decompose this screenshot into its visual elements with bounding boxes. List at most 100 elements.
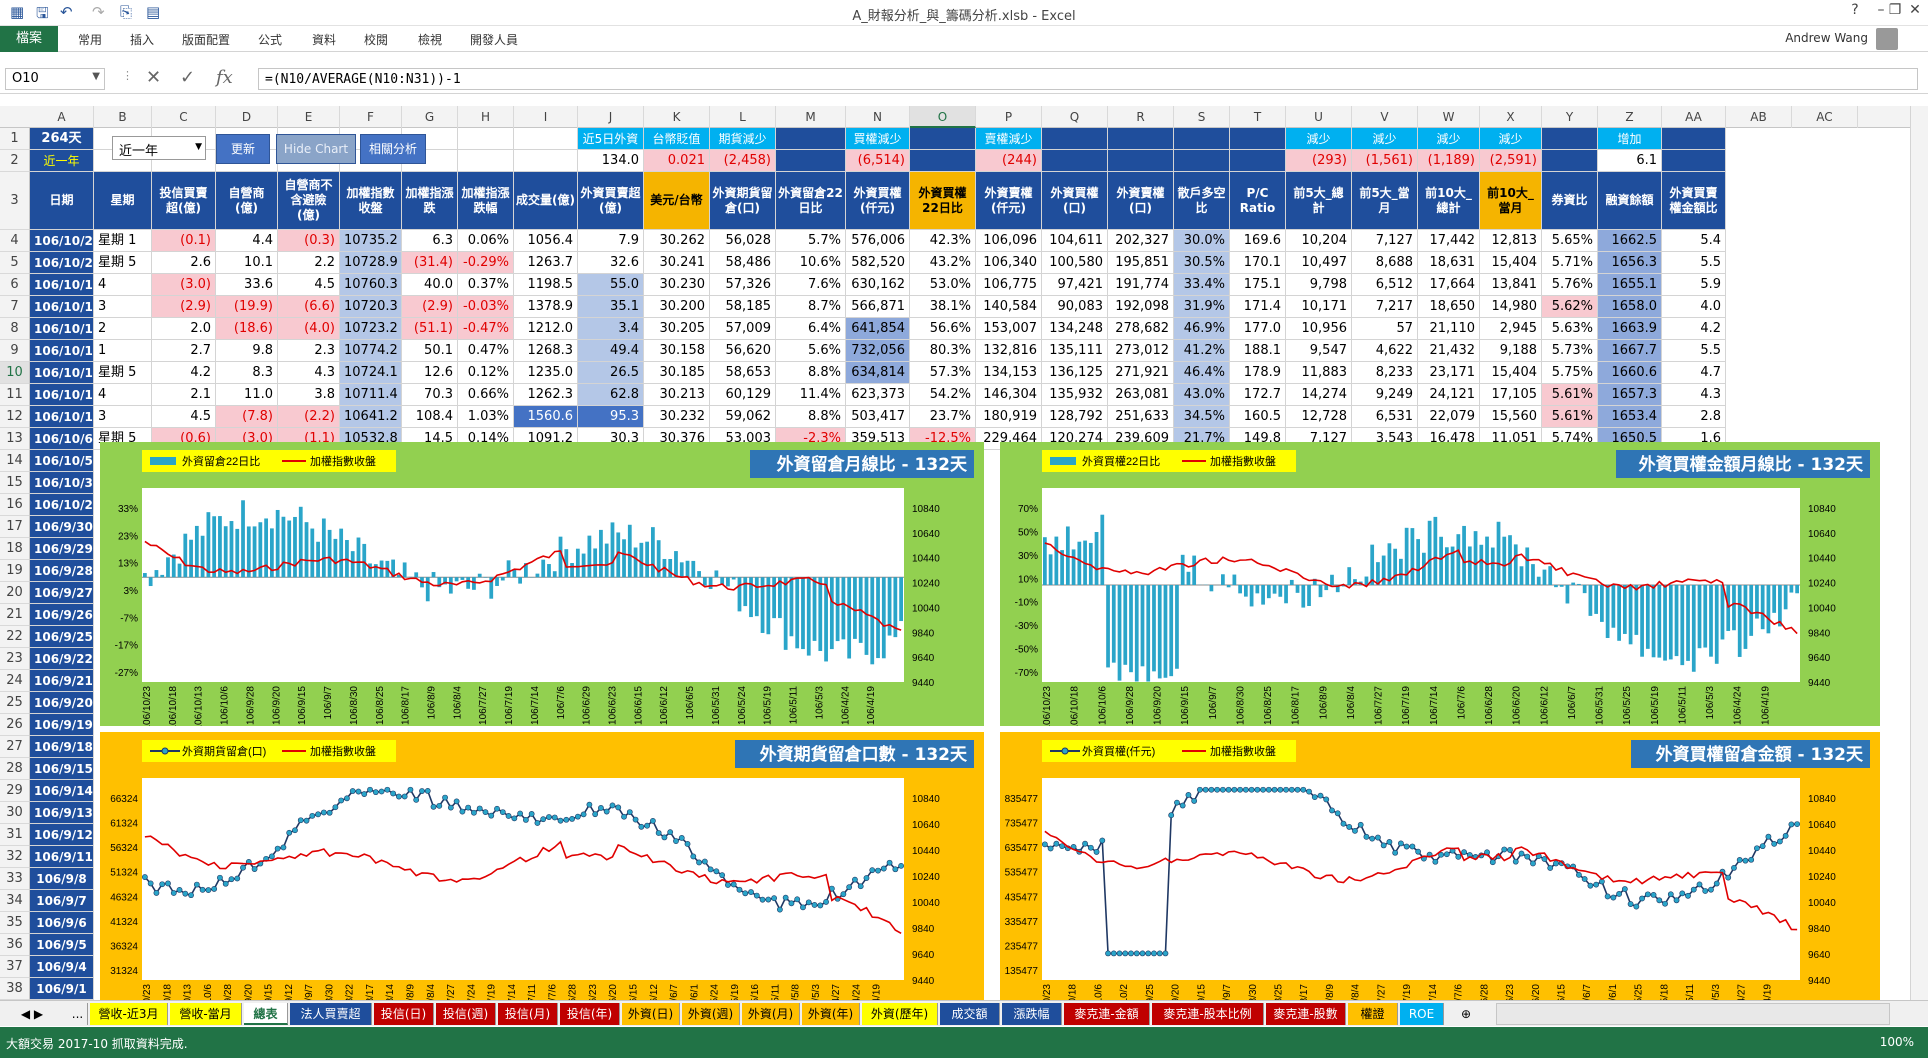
cell-o2[interactable] <box>910 150 976 172</box>
cell-r5[interactable]: 195,851 <box>1108 252 1174 274</box>
cell-a26[interactable]: 106/9/19 <box>30 714 94 736</box>
row-header-5[interactable]: 5 <box>0 252 30 274</box>
column-header-m[interactable]: M <box>776 106 846 128</box>
tab-view[interactable]: 檢視 <box>418 33 443 47</box>
cell-n12[interactable]: 503,417 <box>846 406 910 428</box>
cell-g8[interactable]: (51.1) <box>402 318 458 340</box>
cell-g6[interactable]: 40.0 <box>402 274 458 296</box>
cell-n8[interactable]: 641,854 <box>846 318 910 340</box>
cell-f5[interactable]: 10728.9 <box>340 252 402 274</box>
cell-r1[interactable] <box>1108 128 1174 150</box>
tab-developer[interactable]: 開發人員 <box>470 33 519 47</box>
cell-y10[interactable]: 5.75% <box>1542 362 1598 384</box>
cell-a13[interactable]: 106/10/6 <box>30 428 94 450</box>
cell-e5[interactable]: 2.2 <box>278 252 340 274</box>
cell-o10[interactable]: 57.3% <box>910 362 976 384</box>
cell-o12[interactable]: 23.7% <box>910 406 976 428</box>
cell-f9[interactable]: 10774.2 <box>340 340 402 362</box>
cell-i8[interactable]: 1212.0 <box>514 318 578 340</box>
cell-z4[interactable]: 1662.5 <box>1598 230 1662 252</box>
cell-j7[interactable]: 35.1 <box>578 296 644 318</box>
cell-t2[interactable] <box>1230 150 1286 172</box>
row-header-11[interactable]: 11 <box>0 384 30 406</box>
cell-h11[interactable]: 0.66% <box>458 384 514 406</box>
cell-x12[interactable]: 15,560 <box>1480 406 1542 428</box>
cell-u9[interactable]: 9,547 <box>1286 340 1352 362</box>
cell-t3[interactable]: P/C Ratio <box>1230 172 1286 230</box>
cell-u2[interactable]: (293) <box>1286 150 1352 172</box>
cell-t11[interactable]: 172.7 <box>1230 384 1286 406</box>
cell-v7[interactable]: 7,217 <box>1352 296 1418 318</box>
tab-page-layout[interactable]: 版面配置 <box>182 33 231 47</box>
sheet-tab-5[interactable]: 投信(日) <box>374 1003 434 1025</box>
cell-j5[interactable]: 32.6 <box>578 252 644 274</box>
cell-k9[interactable]: 30.158 <box>644 340 710 362</box>
cell-y7[interactable]: 5.62% <box>1542 296 1598 318</box>
column-header-w[interactable]: W <box>1418 106 1480 128</box>
cell-k2[interactable]: 0.021 <box>644 150 710 172</box>
cell-o5[interactable]: 43.2% <box>910 252 976 274</box>
cell-e4[interactable]: (0.3) <box>278 230 340 252</box>
close-button[interactable]: ✕ <box>1909 2 1921 18</box>
cell-g2[interactable] <box>402 150 458 172</box>
cell-p6[interactable]: 106,775 <box>976 274 1042 296</box>
cell-aa11[interactable]: 4.3 <box>1662 384 1726 406</box>
cell-u8[interactable]: 10,956 <box>1286 318 1352 340</box>
cell-v1[interactable]: 減少 <box>1352 128 1418 150</box>
cell-a38[interactable]: 106/9/1 <box>30 978 94 1000</box>
enter-icon[interactable]: ✓ <box>180 67 196 88</box>
cell-c2[interactable] <box>152 150 216 172</box>
cell-c11[interactable]: 2.1 <box>152 384 216 406</box>
cell-z12[interactable]: 1653.4 <box>1598 406 1662 428</box>
cell-a21[interactable]: 106/9/26 <box>30 604 94 626</box>
cell-v8[interactable]: 57 <box>1352 318 1418 340</box>
cell-h2[interactable] <box>458 150 514 172</box>
cell-f12[interactable]: 10641.2 <box>340 406 402 428</box>
cell-e9[interactable]: 2.3 <box>278 340 340 362</box>
cell-z11[interactable]: 1657.3 <box>1598 384 1662 406</box>
cell-x10[interactable]: 15,404 <box>1480 362 1542 384</box>
column-header-g[interactable]: G <box>402 106 458 128</box>
column-header-l[interactable]: L <box>710 106 776 128</box>
cell-aa12[interactable]: 2.8 <box>1662 406 1726 428</box>
cell-g9[interactable]: 50.1 <box>402 340 458 362</box>
cell-a28[interactable]: 106/9/15 <box>30 758 94 780</box>
cell-v2[interactable]: (1,561) <box>1352 150 1418 172</box>
cell-l4[interactable]: 56,028 <box>710 230 776 252</box>
sheet-tab-20[interactable]: ROE <box>1400 1003 1444 1025</box>
cell-f10[interactable]: 10724.1 <box>340 362 402 384</box>
cell-x5[interactable]: 15,404 <box>1480 252 1542 274</box>
row-header-7[interactable]: 7 <box>0 296 30 318</box>
cell-u3[interactable]: 前5大_總計 <box>1286 172 1352 230</box>
cell-o4[interactable]: 42.3% <box>910 230 976 252</box>
cell-i3[interactable]: 成交量(億) <box>514 172 578 230</box>
row-header-25[interactable]: 25 <box>0 692 30 714</box>
row-header-30[interactable]: 30 <box>0 802 30 824</box>
cell-i10[interactable]: 1235.0 <box>514 362 578 384</box>
cell-j8[interactable]: 3.4 <box>578 318 644 340</box>
chevron-down-icon[interactable]: ▼ <box>195 142 202 152</box>
cell-a4[interactable]: 106/10/23 <box>30 230 94 252</box>
cell-v12[interactable]: 6,531 <box>1352 406 1418 428</box>
cell-l10[interactable]: 58,653 <box>710 362 776 384</box>
row-header-16[interactable]: 16 <box>0 494 30 516</box>
row-header-29[interactable]: 29 <box>0 780 30 802</box>
cell-l2[interactable]: (2,458) <box>710 150 776 172</box>
column-header-k[interactable]: K <box>644 106 710 128</box>
column-header-u[interactable]: U <box>1286 106 1352 128</box>
cell-p12[interactable]: 180,919 <box>976 406 1042 428</box>
cell-h7[interactable]: -0.03% <box>458 296 514 318</box>
cell-u10[interactable]: 11,883 <box>1286 362 1352 384</box>
chart-icon[interactable]: ▤ <box>146 3 161 21</box>
cell-o6[interactable]: 53.0% <box>910 274 976 296</box>
cell-k1[interactable]: 台幣貶值 <box>644 128 710 150</box>
cell-a24[interactable]: 106/9/21 <box>30 670 94 692</box>
cell-g3[interactable]: 加權指漲跌 <box>402 172 458 230</box>
cell-w12[interactable]: 22,079 <box>1418 406 1480 428</box>
cell-p1[interactable]: 賣權減少 <box>976 128 1042 150</box>
cell-a30[interactable]: 106/9/13 <box>30 802 94 824</box>
cell-n1[interactable]: 買權減少 <box>846 128 910 150</box>
row-header-33[interactable]: 33 <box>0 868 30 890</box>
column-header-p[interactable]: P <box>976 106 1042 128</box>
row-header-13[interactable]: 13 <box>0 428 30 450</box>
